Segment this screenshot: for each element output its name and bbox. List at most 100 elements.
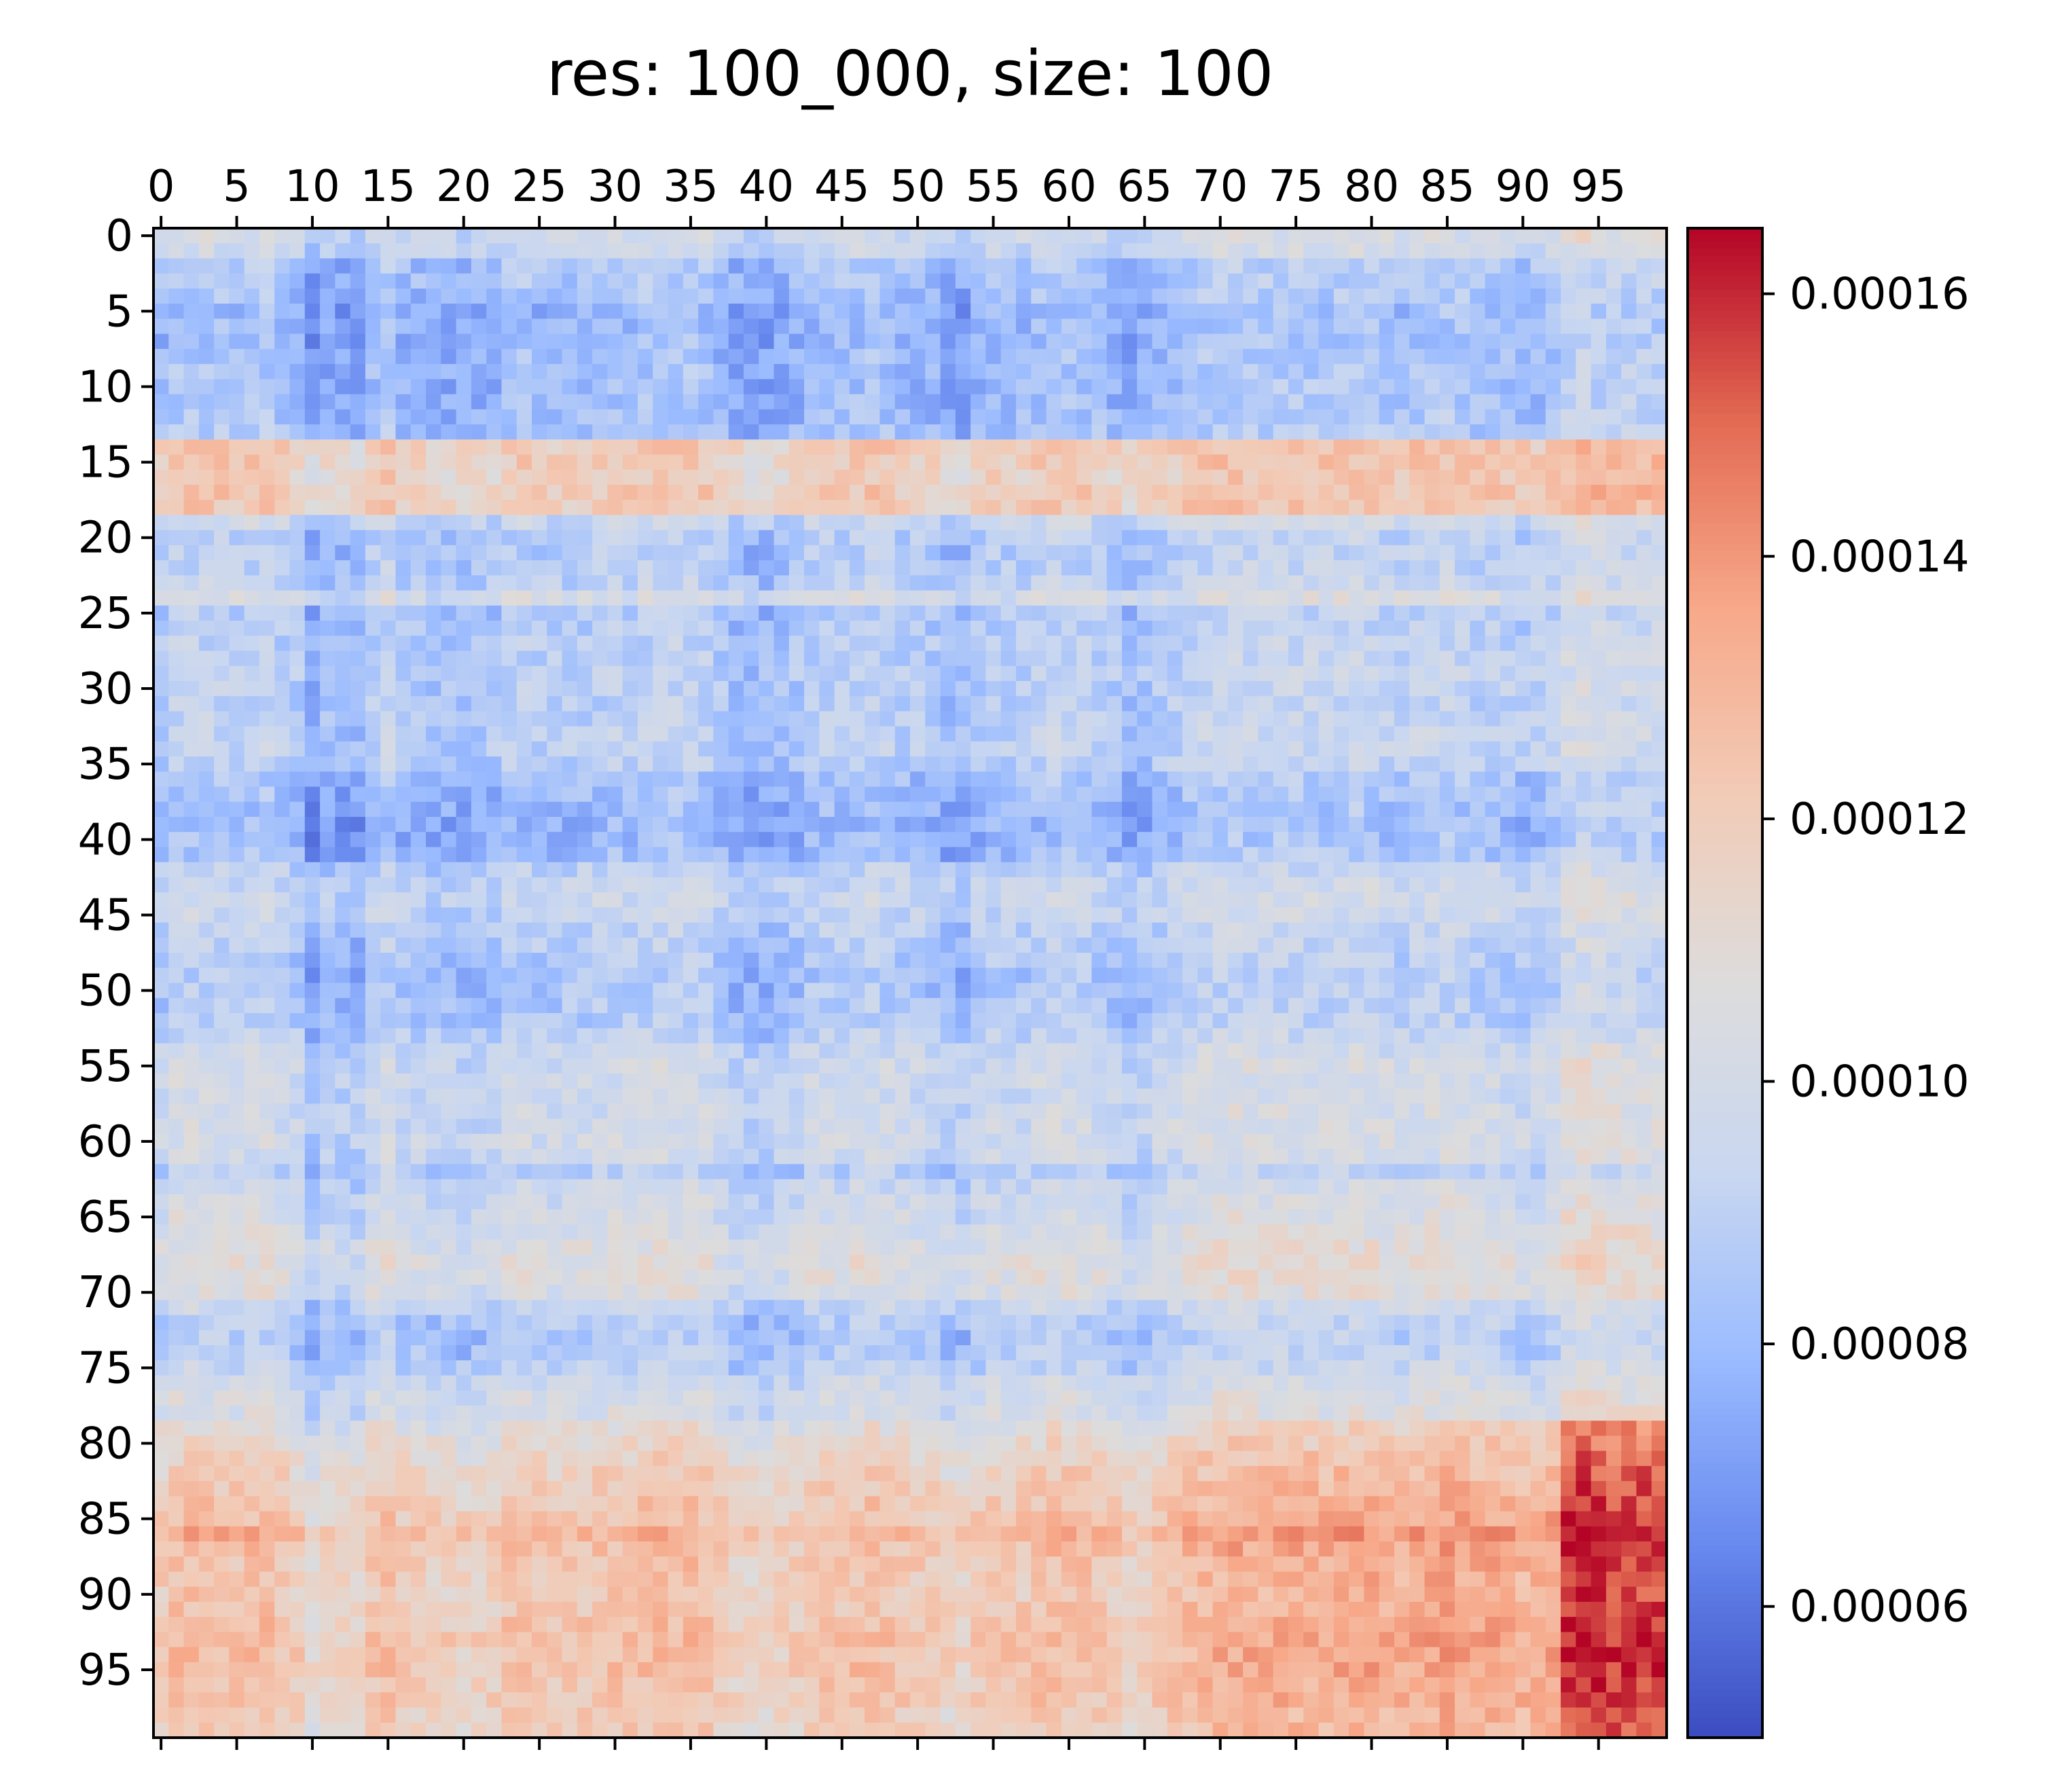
heatmap-cell	[637, 680, 653, 697]
heatmap-cell	[153, 348, 169, 365]
heatmap-cell	[456, 953, 472, 968]
heatmap-cell	[335, 364, 351, 380]
heatmap-cell	[940, 877, 956, 893]
heatmap-cell	[1591, 484, 1607, 500]
heatmap-cell	[320, 424, 335, 440]
heatmap-cell	[804, 786, 820, 803]
heatmap-cell	[183, 394, 200, 410]
heatmap-cell	[713, 620, 729, 636]
heatmap-cell	[819, 409, 835, 425]
heatmap-cell	[1197, 409, 1214, 425]
heatmap-cell	[1561, 424, 1576, 440]
heatmap-cell	[486, 953, 503, 968]
heatmap-cell	[486, 620, 503, 636]
heatmap-cell	[1091, 348, 1108, 365]
heatmap-cell	[622, 273, 638, 289]
heatmap-cell	[849, 318, 865, 335]
heatmap-cell	[395, 741, 412, 757]
heatmap-cell	[1333, 862, 1349, 878]
heatmap-cell	[1500, 771, 1516, 788]
heatmap-cell	[879, 288, 896, 304]
heatmap-cell	[259, 500, 275, 515]
heatmap-cell	[1243, 515, 1259, 531]
heatmap-cell	[970, 469, 986, 486]
heatmap-cell	[183, 756, 200, 772]
heatmap-cell	[1455, 892, 1470, 908]
heatmap-cell	[1364, 530, 1380, 546]
heatmap-cell	[1273, 605, 1289, 621]
heatmap-cell	[335, 862, 351, 878]
heatmap-cell	[1243, 636, 1259, 652]
heatmap-cell	[1061, 228, 1077, 244]
heatmap-cell	[229, 907, 245, 924]
heatmap-cell	[1606, 590, 1622, 606]
heatmap-cell	[335, 333, 351, 350]
heatmap-cell	[335, 228, 351, 244]
heatmap-cell	[244, 816, 260, 833]
heatmap-cell	[1227, 636, 1244, 652]
heatmap-cell	[1182, 500, 1198, 515]
heatmap-cell	[713, 288, 729, 304]
heatmap-cell	[441, 590, 457, 606]
heatmap-cell	[788, 243, 805, 259]
heatmap-cell	[1243, 318, 1259, 335]
heatmap-cell	[1227, 545, 1244, 561]
heatmap-cell	[259, 364, 275, 380]
heatmap-cell	[1439, 786, 1455, 803]
heatmap-cell	[395, 953, 412, 968]
heatmap-cell	[774, 862, 790, 878]
heatmap-cell	[1455, 560, 1470, 576]
heatmap-cell	[1545, 922, 1561, 938]
heatmap-cell	[1394, 243, 1410, 259]
heatmap-cell	[1288, 756, 1304, 772]
heatmap-cell	[1288, 454, 1304, 471]
heatmap-cell	[1167, 832, 1183, 848]
heatmap-cell	[1409, 786, 1426, 803]
heatmap-cell	[274, 832, 291, 848]
heatmap-cell	[1015, 711, 1032, 727]
heatmap-cell	[653, 636, 669, 652]
heatmap-cell	[304, 922, 321, 938]
heatmap-cell	[1394, 816, 1410, 833]
heatmap-cell	[1515, 379, 1531, 395]
heatmap-cell	[970, 741, 986, 757]
heatmap-cell	[1061, 469, 1077, 486]
heatmap-cell	[940, 515, 956, 531]
heatmap-cell	[955, 333, 971, 350]
heatmap-cell	[198, 394, 215, 410]
heatmap-cell	[713, 304, 729, 319]
heatmap-cell	[759, 530, 775, 546]
heatmap-cell	[728, 771, 744, 788]
heatmap-cell	[532, 394, 547, 410]
heatmap-cell	[894, 258, 911, 274]
heatmap-cell	[1394, 258, 1410, 274]
heatmap-cell	[198, 711, 215, 727]
heatmap-cell	[1409, 424, 1426, 440]
heatmap-cell	[516, 545, 532, 561]
heatmap-cell	[577, 318, 593, 335]
heatmap-cell	[1046, 907, 1062, 924]
heatmap-cell	[834, 907, 850, 924]
heatmap-cell	[1455, 786, 1470, 803]
heatmap-cell	[1485, 847, 1501, 863]
heatmap-cell	[153, 333, 169, 350]
heatmap-cell	[1621, 333, 1637, 350]
heatmap-cell	[1651, 680, 1667, 697]
heatmap-cell	[410, 469, 427, 486]
heatmap-cell	[1273, 333, 1289, 350]
heatmap-cell	[259, 575, 275, 591]
heatmap-cell	[562, 922, 578, 938]
heatmap-cell	[910, 394, 926, 410]
heatmap-cell	[259, 424, 275, 440]
heatmap-cell	[410, 454, 427, 471]
heatmap-cell	[1212, 651, 1229, 667]
heatmap-cell	[1303, 756, 1320, 772]
heatmap-cell	[1015, 892, 1032, 908]
heatmap-cell	[1167, 711, 1183, 727]
heatmap-cell	[274, 786, 291, 803]
heatmap-cell	[910, 364, 926, 380]
heatmap-cell	[153, 590, 169, 606]
heatmap-cell	[1227, 379, 1244, 395]
heatmap-cell	[244, 636, 260, 652]
heatmap-cell	[743, 636, 759, 652]
